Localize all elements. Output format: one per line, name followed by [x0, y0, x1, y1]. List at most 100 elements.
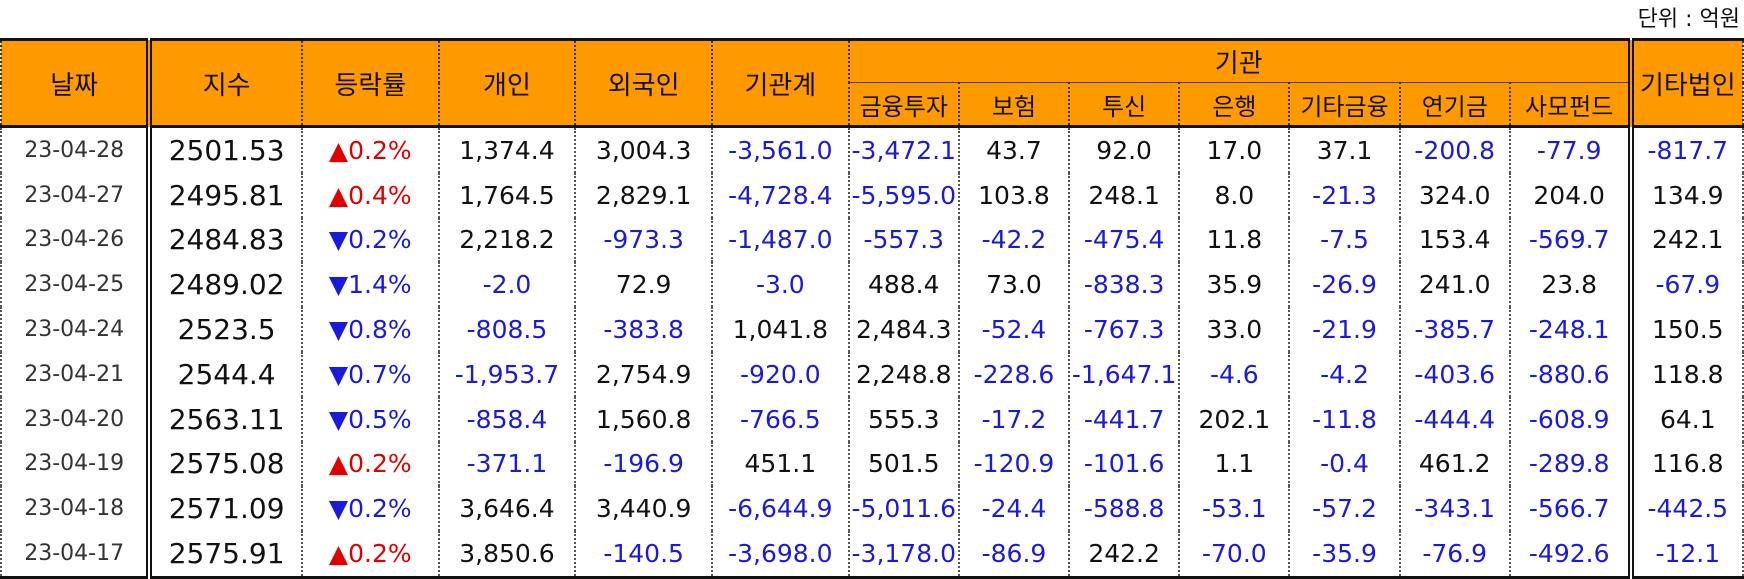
cell-investment-trust: -767.3	[1068, 307, 1181, 352]
change-percent: 0.5%	[348, 404, 412, 434]
cell-other-corp: -817.7	[1627, 126, 1744, 173]
cell-other-corp: 242.1	[1627, 217, 1744, 263]
cell-investment-trust: -838.3	[1068, 262, 1181, 308]
cell-individual: -2.0	[437, 262, 577, 308]
cell-change: ▲0.2%	[300, 126, 440, 173]
cell-other-finance: -7.5	[1288, 217, 1401, 263]
cell-pension: 241.0	[1398, 262, 1511, 308]
header-institution-group: 기관	[847, 39, 1632, 83]
table-row: 23-04-21 2544.4 ▼0.7% -1,953.7 2,754.9 -920.0…	[0, 351, 1744, 397]
cell-foreign: -973.3	[574, 217, 713, 263]
cell-index: 2495.81	[148, 172, 303, 218]
cell-financial-investment: -557.3	[847, 217, 960, 263]
cell-private-fund: -492.6	[1508, 531, 1632, 579]
cell-change: ▼0.2%	[300, 486, 440, 532]
cell-private-fund: -77.9	[1508, 126, 1632, 173]
triangle-down-icon: ▼	[328, 404, 349, 434]
cell-other-corp: 64.1	[1627, 396, 1744, 442]
cell-bank: 35.9	[1178, 262, 1291, 308]
cell-private-fund: 204.0	[1508, 172, 1632, 218]
change-percent: 0.4%	[348, 180, 412, 210]
cell-institution-total: -920.0	[710, 351, 850, 397]
cell-bank: 17.0	[1178, 126, 1291, 173]
header-investment-trust: 투신	[1068, 82, 1181, 127]
triangle-up-icon: ▲	[328, 539, 349, 569]
table-row: 23-04-25 2489.02 ▼1.4% -2.0 72.9 -3.0 488.4 73.…	[0, 262, 1744, 308]
cell-other-finance: -0.4	[1288, 441, 1401, 487]
cell-individual: 1,764.5	[437, 172, 577, 218]
cell-index: 2501.53	[148, 126, 303, 173]
cell-private-fund: -289.8	[1508, 441, 1632, 487]
cell-investment-trust: -441.7	[1068, 396, 1181, 442]
table-row: 23-04-17 2575.91 ▲0.2% 3,850.6 -140.5 -3,698.…	[0, 531, 1744, 579]
cell-date: 23-04-19	[0, 441, 153, 487]
triangle-down-icon: ▼	[328, 315, 349, 345]
table-row: 23-04-26 2484.83 ▼0.2% 2,218.2 -973.3 -1,487.…	[0, 217, 1744, 263]
header-other-corp: 기타법인	[1627, 39, 1744, 127]
cell-index: 2575.91	[148, 531, 303, 579]
header-foreign: 외국인	[574, 39, 713, 127]
cell-insurance: -17.2	[957, 396, 1071, 442]
cell-other-corp: 116.8	[1627, 441, 1744, 487]
cell-private-fund: -880.6	[1508, 351, 1632, 397]
cell-foreign: -383.8	[574, 307, 713, 352]
cell-financial-investment: -5,595.0	[847, 172, 960, 218]
cell-private-fund: -248.1	[1508, 307, 1632, 352]
cell-institution-total: 451.1	[710, 441, 850, 487]
cell-financial-investment: -5,011.6	[847, 486, 960, 532]
cell-pension: -200.8	[1398, 126, 1511, 173]
cell-institution-total: -766.5	[710, 396, 850, 442]
table-row: 23-04-28 2501.53 ▲0.2% 1,374.4 3,004.3 -3,561…	[0, 126, 1744, 173]
cell-institution-total: -4,728.4	[710, 172, 850, 218]
cell-pension: -385.7	[1398, 307, 1511, 352]
header-institution-total: 기관계	[710, 39, 850, 127]
cell-index: 2571.09	[148, 486, 303, 532]
cell-change: ▲0.4%	[300, 172, 440, 218]
cell-investment-trust: 248.1	[1068, 172, 1181, 218]
cell-financial-investment: 555.3	[847, 396, 960, 442]
cell-change: ▲0.2%	[300, 441, 440, 487]
header-index: 지수	[148, 39, 303, 127]
header-private-fund: 사모펀드	[1508, 82, 1632, 127]
cell-investment-trust: 92.0	[1068, 126, 1181, 173]
triangle-down-icon: ▼	[328, 270, 349, 300]
change-percent: 0.2%	[348, 135, 412, 165]
investor-flow-table: 날짜 지수 등락률 개인 외국인 기관계 기관 기타법인 금융투자 보험 투신 …	[0, 38, 1744, 579]
cell-date: 23-04-21	[0, 351, 153, 397]
cell-foreign: 72.9	[574, 262, 713, 308]
cell-insurance: 73.0	[957, 262, 1071, 308]
table-row: 23-04-20 2563.11 ▼0.5% -858.4 1,560.8 -766.5 5…	[0, 396, 1744, 442]
cell-pension: -343.1	[1398, 486, 1511, 532]
triangle-up-icon: ▲	[328, 180, 349, 210]
cell-financial-investment: 2,484.3	[847, 307, 960, 352]
cell-foreign: 2,829.1	[574, 172, 713, 218]
cell-investment-trust: -588.8	[1068, 486, 1181, 532]
cell-pension: 153.4	[1398, 217, 1511, 263]
cell-other-finance: -4.2	[1288, 351, 1401, 397]
cell-other-corp: 150.5	[1627, 307, 1744, 352]
header-other-finance: 기타금융	[1288, 82, 1401, 127]
cell-insurance: -228.6	[957, 351, 1071, 397]
cell-individual: 3,850.6	[437, 531, 577, 579]
cell-change: ▼0.5%	[300, 396, 440, 442]
cell-private-fund: -608.9	[1508, 396, 1632, 442]
cell-change: ▼1.4%	[300, 262, 440, 308]
cell-index: 2489.02	[148, 262, 303, 308]
cell-institution-total: -1,487.0	[710, 217, 850, 263]
cell-bank: 11.8	[1178, 217, 1291, 263]
unit-label: 단위 : 억원	[1637, 7, 1740, 32]
header-individual: 개인	[437, 39, 577, 127]
cell-index: 2563.11	[148, 396, 303, 442]
cell-investment-trust: 242.2	[1068, 531, 1181, 579]
cell-insurance: -86.9	[957, 531, 1071, 579]
change-percent: 0.2%	[348, 225, 412, 255]
cell-pension: -444.4	[1398, 396, 1511, 442]
cell-index: 2484.83	[148, 217, 303, 263]
cell-individual: 3,646.4	[437, 486, 577, 532]
cell-insurance: -42.2	[957, 217, 1071, 263]
cell-date: 23-04-26	[0, 217, 153, 263]
cell-individual: -808.5	[437, 307, 577, 352]
cell-date: 23-04-27	[0, 172, 153, 218]
cell-foreign: 3,004.3	[574, 126, 713, 173]
cell-foreign: -140.5	[574, 531, 713, 579]
